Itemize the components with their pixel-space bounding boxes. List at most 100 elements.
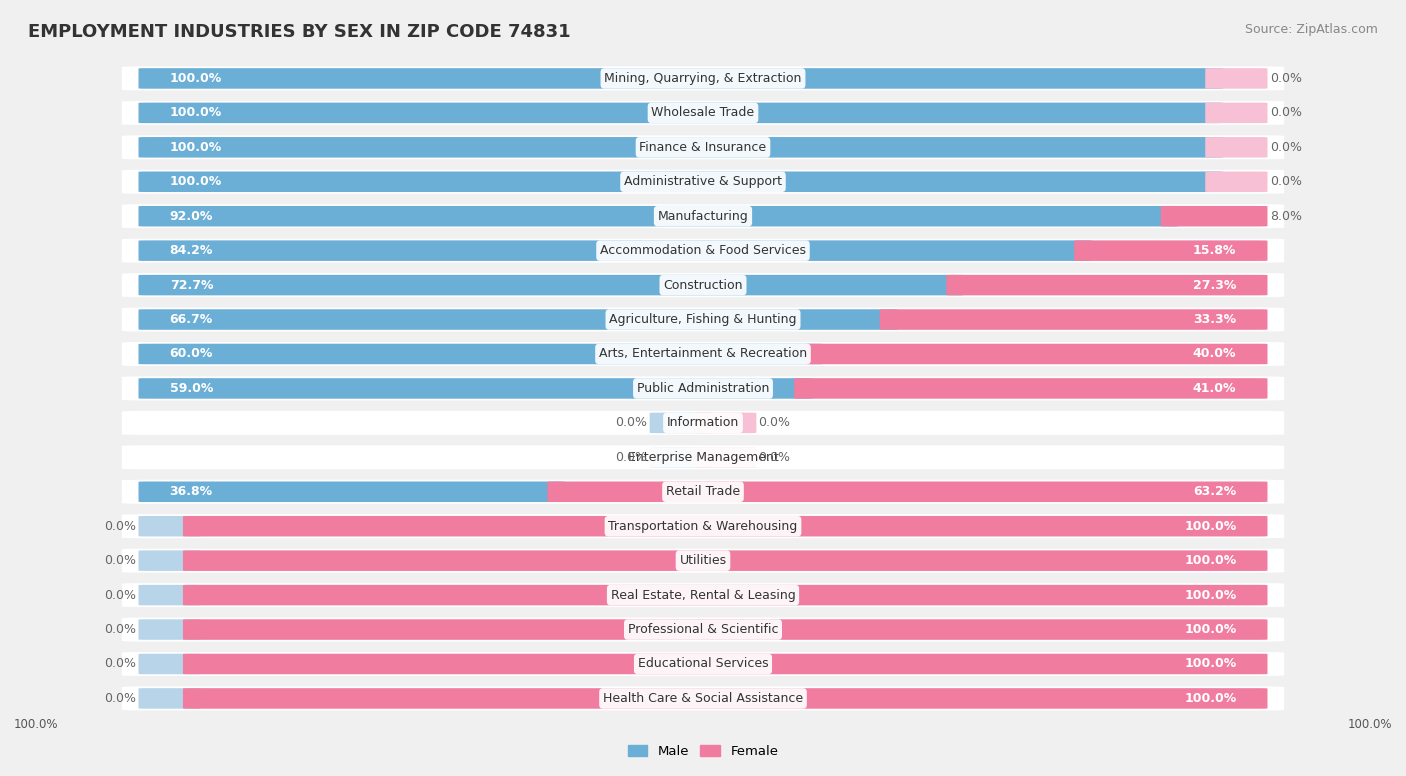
- FancyBboxPatch shape: [122, 583, 1284, 607]
- Text: 66.7%: 66.7%: [170, 313, 212, 326]
- Text: 15.8%: 15.8%: [1194, 244, 1236, 257]
- Text: 100.0%: 100.0%: [1184, 520, 1236, 532]
- FancyBboxPatch shape: [695, 447, 756, 468]
- FancyBboxPatch shape: [1205, 171, 1267, 192]
- Text: 63.2%: 63.2%: [1194, 485, 1236, 498]
- Text: 0.0%: 0.0%: [616, 417, 647, 429]
- Text: 100.0%: 100.0%: [1184, 589, 1236, 601]
- Text: Professional & Scientific: Professional & Scientific: [627, 623, 779, 636]
- FancyBboxPatch shape: [946, 275, 1267, 296]
- Text: 8.0%: 8.0%: [1270, 210, 1302, 223]
- FancyBboxPatch shape: [1205, 102, 1267, 123]
- FancyBboxPatch shape: [139, 68, 1223, 88]
- Text: 100.0%: 100.0%: [1347, 718, 1392, 731]
- FancyBboxPatch shape: [183, 550, 1267, 571]
- Text: Health Care & Social Assistance: Health Care & Social Assistance: [603, 692, 803, 705]
- FancyBboxPatch shape: [139, 275, 965, 296]
- FancyBboxPatch shape: [122, 204, 1284, 228]
- FancyBboxPatch shape: [139, 241, 1092, 261]
- FancyBboxPatch shape: [122, 135, 1284, 159]
- FancyBboxPatch shape: [547, 481, 1267, 502]
- FancyBboxPatch shape: [139, 688, 201, 708]
- Text: Construction: Construction: [664, 279, 742, 292]
- Text: 100.0%: 100.0%: [1184, 623, 1236, 636]
- Text: 92.0%: 92.0%: [170, 210, 212, 223]
- FancyBboxPatch shape: [139, 310, 897, 330]
- FancyBboxPatch shape: [139, 516, 201, 536]
- Text: 100.0%: 100.0%: [170, 72, 222, 85]
- Text: 0.0%: 0.0%: [1270, 72, 1302, 85]
- FancyBboxPatch shape: [122, 101, 1284, 125]
- Text: EMPLOYMENT INDUSTRIES BY SEX IN ZIP CODE 74831: EMPLOYMENT INDUSTRIES BY SEX IN ZIP CODE…: [28, 23, 571, 41]
- Text: 100.0%: 100.0%: [1184, 554, 1236, 567]
- Text: Mining, Quarrying, & Extraction: Mining, Quarrying, & Extraction: [605, 72, 801, 85]
- FancyBboxPatch shape: [806, 344, 1267, 364]
- Legend: Male, Female: Male, Female: [623, 740, 783, 764]
- FancyBboxPatch shape: [695, 413, 756, 433]
- Text: Real Estate, Rental & Leasing: Real Estate, Rental & Leasing: [610, 589, 796, 601]
- Text: 27.3%: 27.3%: [1194, 279, 1236, 292]
- Text: 84.2%: 84.2%: [170, 244, 212, 257]
- FancyBboxPatch shape: [650, 447, 711, 468]
- Text: 100.0%: 100.0%: [14, 718, 59, 731]
- Text: 60.0%: 60.0%: [170, 348, 212, 361]
- Text: 100.0%: 100.0%: [170, 175, 222, 189]
- FancyBboxPatch shape: [1161, 206, 1267, 227]
- FancyBboxPatch shape: [139, 481, 565, 502]
- Text: Accommodation & Food Services: Accommodation & Food Services: [600, 244, 806, 257]
- Text: Finance & Insurance: Finance & Insurance: [640, 140, 766, 154]
- Text: 0.0%: 0.0%: [759, 451, 790, 464]
- FancyBboxPatch shape: [1205, 68, 1267, 88]
- Text: Public Administration: Public Administration: [637, 382, 769, 395]
- Text: Arts, Entertainment & Recreation: Arts, Entertainment & Recreation: [599, 348, 807, 361]
- Text: Wholesale Trade: Wholesale Trade: [651, 106, 755, 120]
- Text: 0.0%: 0.0%: [104, 554, 136, 567]
- FancyBboxPatch shape: [122, 170, 1284, 194]
- Text: Utilities: Utilities: [679, 554, 727, 567]
- FancyBboxPatch shape: [139, 344, 823, 364]
- Text: Retail Trade: Retail Trade: [666, 485, 740, 498]
- FancyBboxPatch shape: [1074, 241, 1267, 261]
- FancyBboxPatch shape: [183, 516, 1267, 536]
- FancyBboxPatch shape: [122, 480, 1284, 504]
- FancyBboxPatch shape: [122, 687, 1284, 710]
- FancyBboxPatch shape: [139, 378, 811, 399]
- FancyBboxPatch shape: [794, 378, 1267, 399]
- FancyBboxPatch shape: [122, 342, 1284, 366]
- FancyBboxPatch shape: [880, 310, 1267, 330]
- Text: Educational Services: Educational Services: [638, 657, 768, 670]
- Text: 100.0%: 100.0%: [1184, 657, 1236, 670]
- Text: 40.0%: 40.0%: [1192, 348, 1236, 361]
- Text: Manufacturing: Manufacturing: [658, 210, 748, 223]
- FancyBboxPatch shape: [122, 652, 1284, 676]
- FancyBboxPatch shape: [183, 585, 1267, 605]
- Text: Enterprise Management: Enterprise Management: [627, 451, 779, 464]
- Text: 36.8%: 36.8%: [170, 485, 212, 498]
- FancyBboxPatch shape: [139, 206, 1178, 227]
- FancyBboxPatch shape: [139, 619, 201, 640]
- Text: 0.0%: 0.0%: [1270, 175, 1302, 189]
- FancyBboxPatch shape: [122, 514, 1284, 539]
- Text: 0.0%: 0.0%: [759, 417, 790, 429]
- Text: Administrative & Support: Administrative & Support: [624, 175, 782, 189]
- Text: 100.0%: 100.0%: [170, 106, 222, 120]
- FancyBboxPatch shape: [650, 413, 711, 433]
- FancyBboxPatch shape: [1205, 137, 1267, 158]
- Text: 0.0%: 0.0%: [104, 692, 136, 705]
- FancyBboxPatch shape: [139, 171, 1223, 192]
- FancyBboxPatch shape: [122, 445, 1284, 469]
- FancyBboxPatch shape: [122, 376, 1284, 400]
- FancyBboxPatch shape: [139, 102, 1223, 123]
- FancyBboxPatch shape: [139, 653, 201, 674]
- Text: 0.0%: 0.0%: [104, 657, 136, 670]
- FancyBboxPatch shape: [122, 411, 1284, 435]
- FancyBboxPatch shape: [122, 549, 1284, 573]
- FancyBboxPatch shape: [122, 618, 1284, 642]
- Text: 33.3%: 33.3%: [1194, 313, 1236, 326]
- Text: 72.7%: 72.7%: [170, 279, 214, 292]
- Text: 0.0%: 0.0%: [616, 451, 647, 464]
- Text: Transportation & Warehousing: Transportation & Warehousing: [609, 520, 797, 532]
- Text: 100.0%: 100.0%: [170, 140, 222, 154]
- Text: 0.0%: 0.0%: [1270, 106, 1302, 120]
- Text: 0.0%: 0.0%: [1270, 140, 1302, 154]
